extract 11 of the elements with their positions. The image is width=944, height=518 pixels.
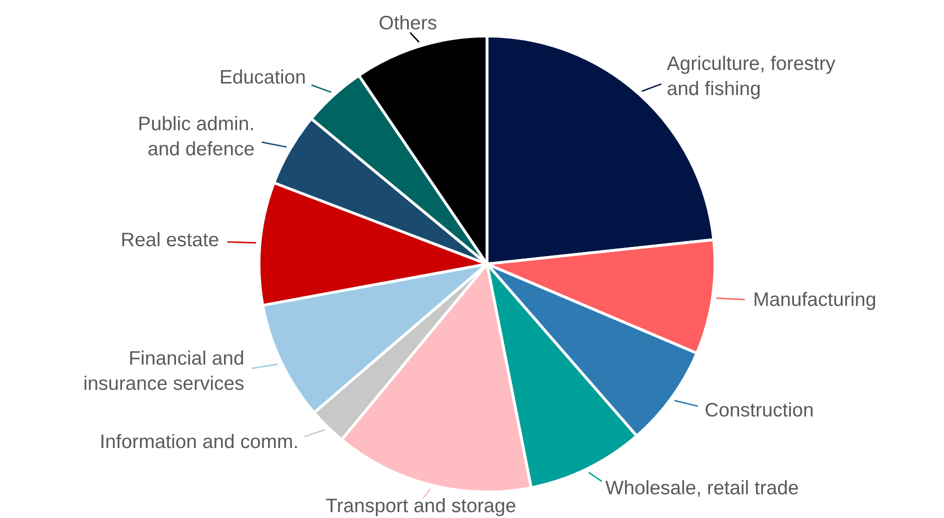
slice-label: Public admin. and defence — [139, 116, 254, 156]
slice-label: Others — [380, 15, 436, 30]
slice-label: Financial and insurance services — [84, 350, 244, 390]
slice-label: Education — [221, 69, 305, 84]
slice-label: Information and comm. — [102, 434, 297, 448]
slice-label: Manufacturing — [754, 292, 876, 310]
slice-label: Construction — [706, 402, 813, 417]
slice-label: Wholesale, retail trade — [605, 480, 798, 497]
slice-label: Transport and storage — [326, 498, 516, 516]
slice-label: Real estate — [122, 232, 218, 246]
slice-label: Agriculture, forestry and fishing — [666, 56, 836, 100]
